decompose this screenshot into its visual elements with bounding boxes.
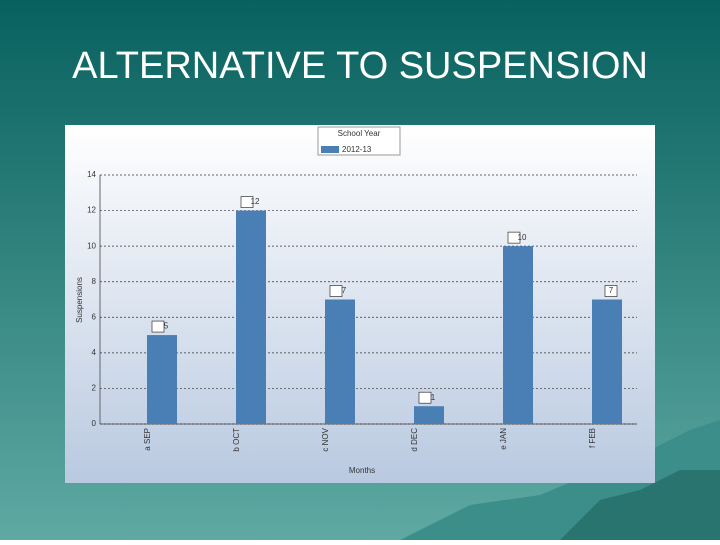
bar [325,299,355,424]
y-axis-label: Suspensions [75,277,84,323]
bar [147,335,177,424]
bar [236,210,266,424]
y-tick-label: 14 [87,170,96,179]
value-label: 10 [518,233,527,242]
value-label: 7 [609,286,614,295]
bar [592,299,622,424]
y-tick-label: 8 [92,277,97,286]
x-tick-label: e JAN [499,428,508,450]
slide-title: ALTERNATIVE TO SUSPENSION [72,45,648,87]
value-label: 5 [164,322,169,331]
x-tick-label: c NOV [321,427,330,451]
value-label: 12 [251,197,260,206]
decoration [560,470,720,540]
x-axis-label: Months [349,466,375,475]
value-label-box [604,285,618,297]
legend-swatch [321,146,339,153]
value-label-box [418,391,432,404]
x-tick-label: b OCT [232,428,241,452]
x-tick-label: d DEC [410,428,419,452]
value-label-box [507,231,521,244]
value-label: 7 [342,286,347,295]
y-tick-label: 12 [87,206,96,215]
y-tick-label: 2 [92,384,97,393]
y-tick-label: 0 [92,419,97,428]
bar [414,406,444,424]
value-label: 1 [431,393,436,402]
x-tick-label: f FEB [588,428,597,448]
y-tick-label: 10 [87,241,96,250]
legend-label: 2012-13 [342,145,372,154]
x-tick-label: a SEP [143,428,152,451]
legend-title: School Year [338,129,381,138]
value-label-box [151,320,165,333]
y-tick-label: 6 [92,312,97,321]
bar [503,246,533,424]
value-label-box [329,285,343,297]
y-tick-label: 4 [92,348,97,357]
value-label-box [240,196,254,208]
chart-area [65,125,655,483]
